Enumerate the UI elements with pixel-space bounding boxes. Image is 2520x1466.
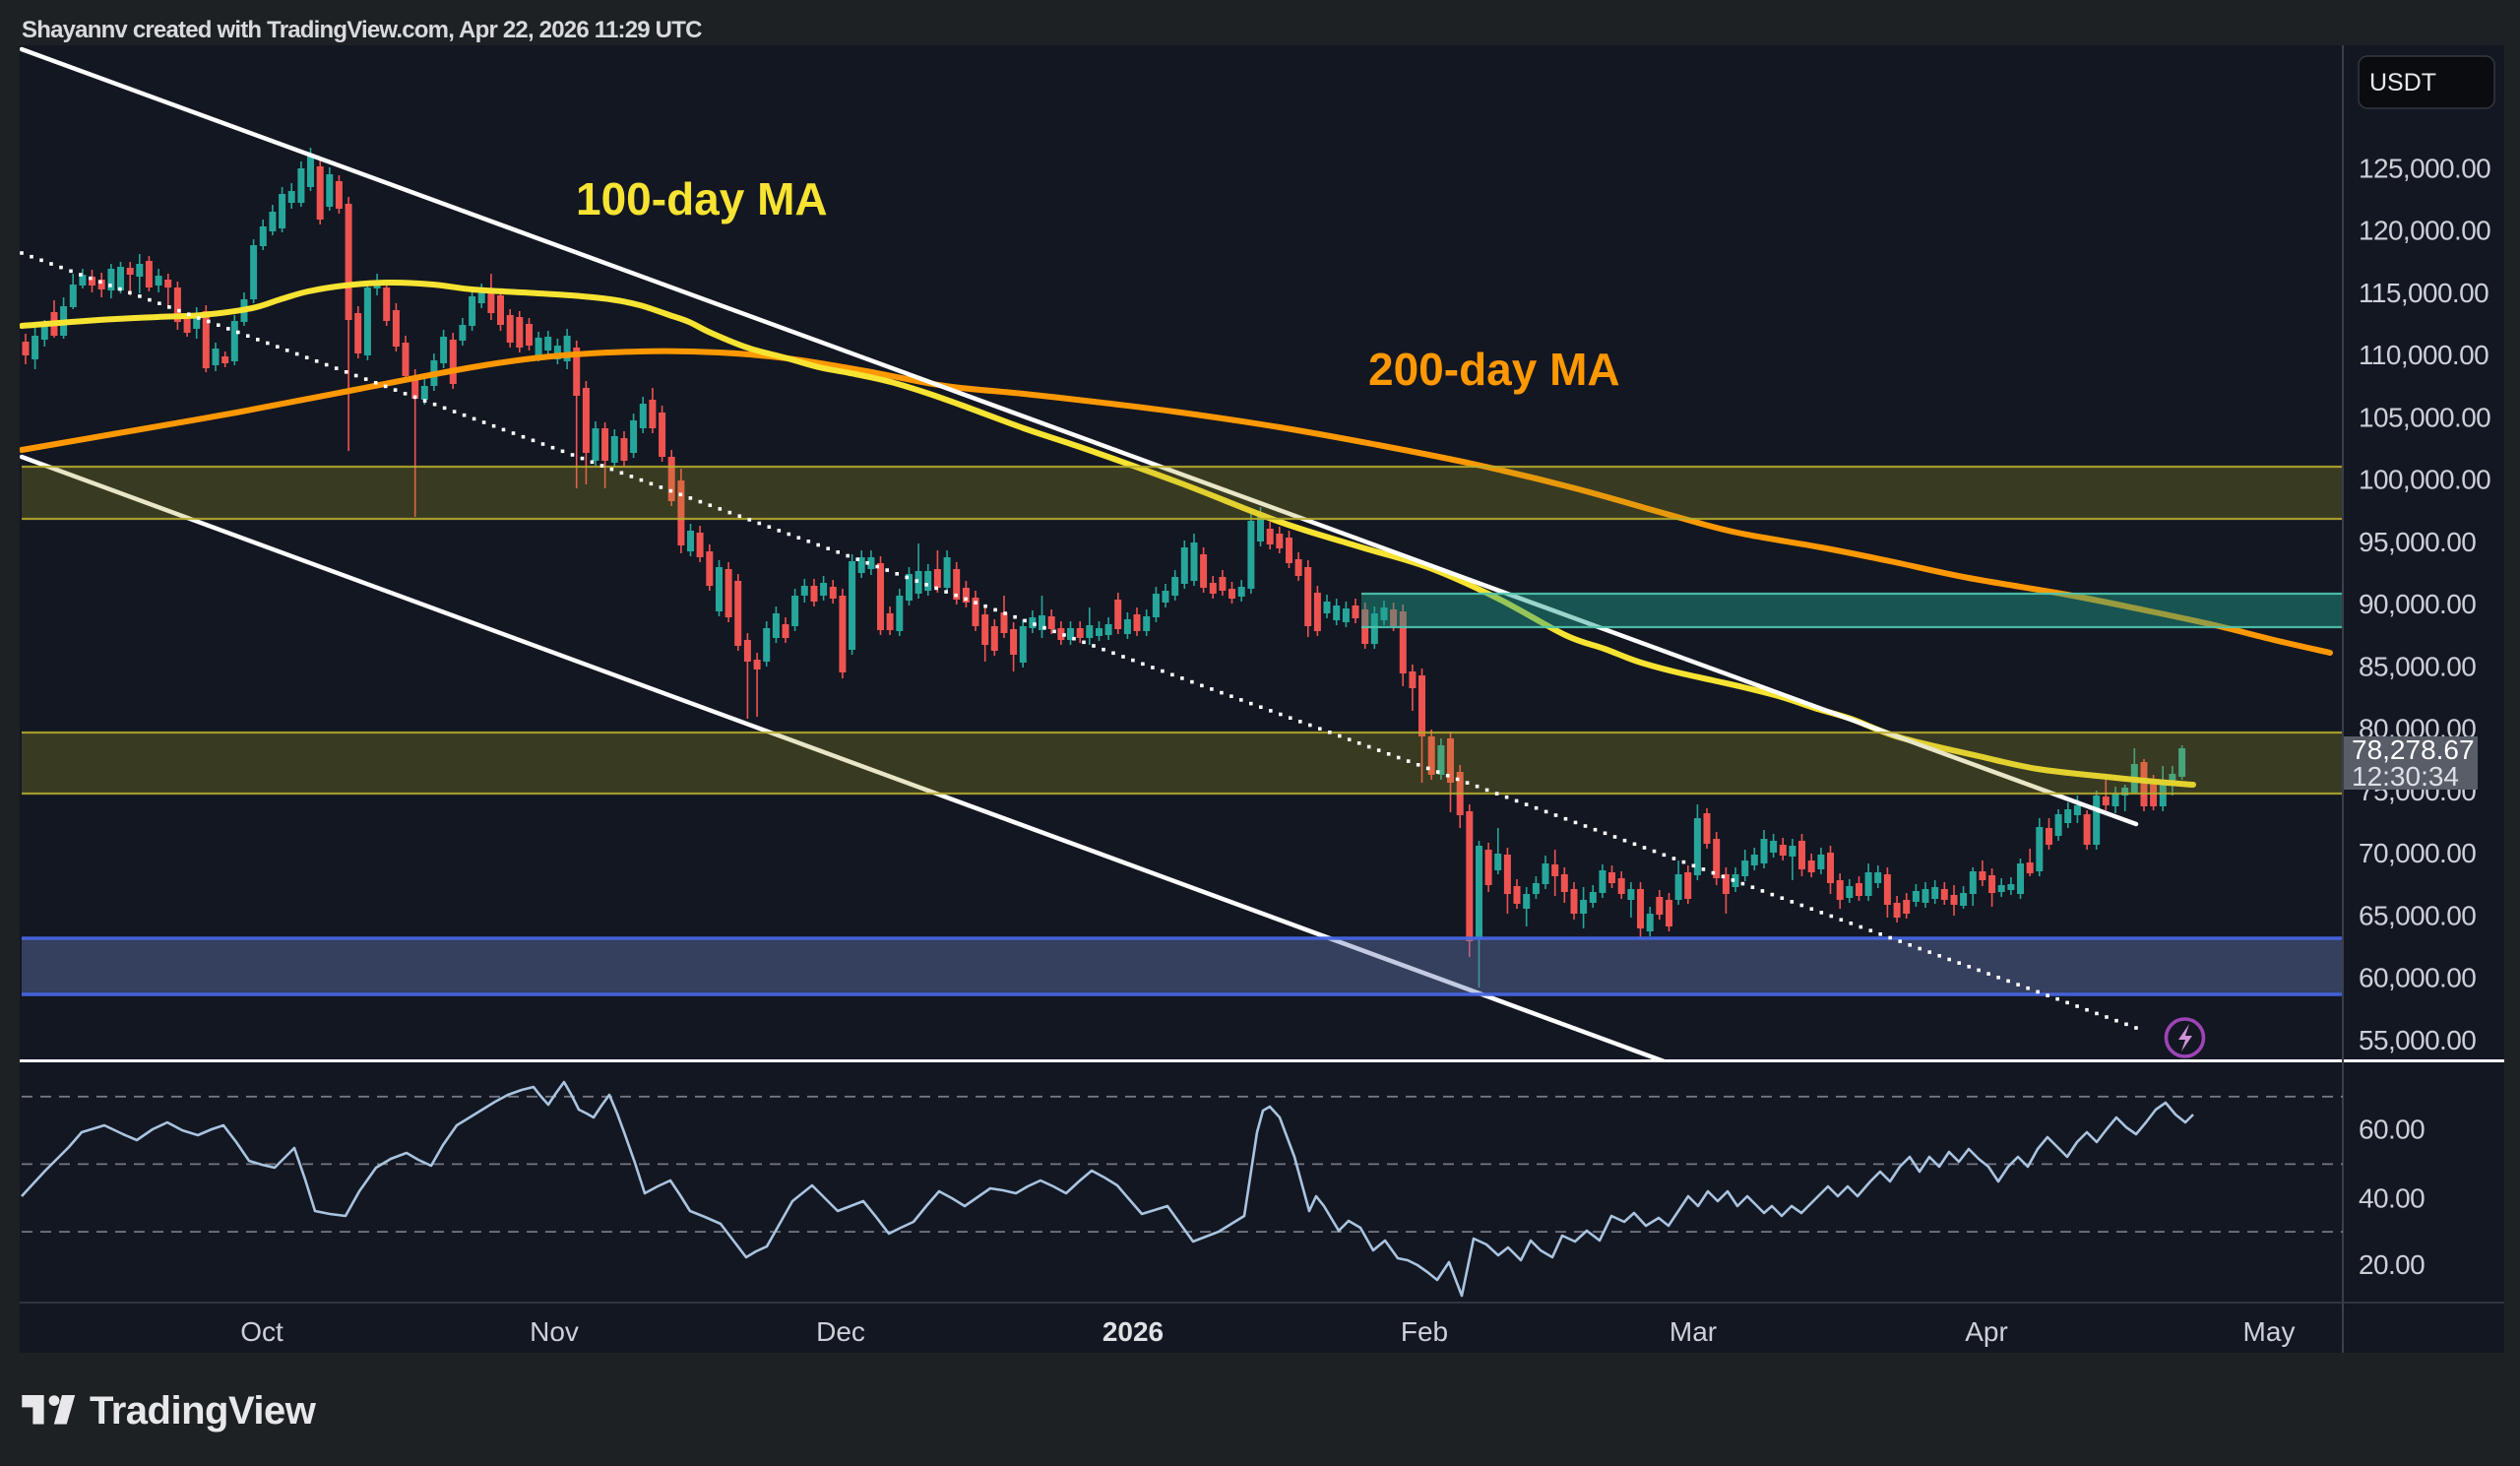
svg-text:115,000.00: 115,000.00 xyxy=(2359,278,2488,308)
svg-text:Oct: Oct xyxy=(240,1316,284,1347)
svg-text:120,000.00: 120,000.00 xyxy=(2359,216,2490,246)
svg-text:200-day MA: 200-day MA xyxy=(1368,344,1620,395)
svg-text:55,000.00: 55,000.00 xyxy=(2359,1025,2476,1055)
svg-text:78,278.67: 78,278.67 xyxy=(2352,734,2475,765)
svg-text:May: May xyxy=(2243,1316,2296,1347)
svg-text:125,000.00: 125,000.00 xyxy=(2359,153,2490,183)
svg-text:Mar: Mar xyxy=(1670,1316,1717,1347)
svg-text:TradingView: TradingView xyxy=(90,1389,317,1433)
svg-text:60,000.00: 60,000.00 xyxy=(2359,963,2476,993)
svg-text:12:30:34: 12:30:34 xyxy=(2352,761,2459,792)
svg-text:Dec: Dec xyxy=(816,1316,865,1347)
svg-text:20.00: 20.00 xyxy=(2359,1249,2425,1280)
svg-text:90,000.00: 90,000.00 xyxy=(2359,589,2476,619)
svg-text:85,000.00: 85,000.00 xyxy=(2359,651,2476,681)
svg-text:Apr: Apr xyxy=(1965,1316,2008,1347)
svg-text:100-day MA: 100-day MA xyxy=(576,173,828,224)
svg-text:60.00: 60.00 xyxy=(2359,1115,2425,1145)
svg-text:70,000.00: 70,000.00 xyxy=(2359,838,2476,868)
svg-text:Shayannv created with TradingV: Shayannv created with TradingView.com, A… xyxy=(22,17,702,43)
svg-text:95,000.00: 95,000.00 xyxy=(2359,527,2476,557)
svg-text:100,000.00: 100,000.00 xyxy=(2359,465,2490,495)
svg-text:105,000.00: 105,000.00 xyxy=(2359,402,2490,432)
svg-text:Feb: Feb xyxy=(1401,1316,1448,1347)
svg-text:Nov: Nov xyxy=(530,1316,579,1347)
svg-text:40.00: 40.00 xyxy=(2359,1183,2425,1214)
svg-text:USDT: USDT xyxy=(2369,69,2436,96)
svg-text:110,000.00: 110,000.00 xyxy=(2359,340,2488,370)
svg-text:2026: 2026 xyxy=(1102,1316,1164,1347)
svg-text:65,000.00: 65,000.00 xyxy=(2359,900,2476,930)
